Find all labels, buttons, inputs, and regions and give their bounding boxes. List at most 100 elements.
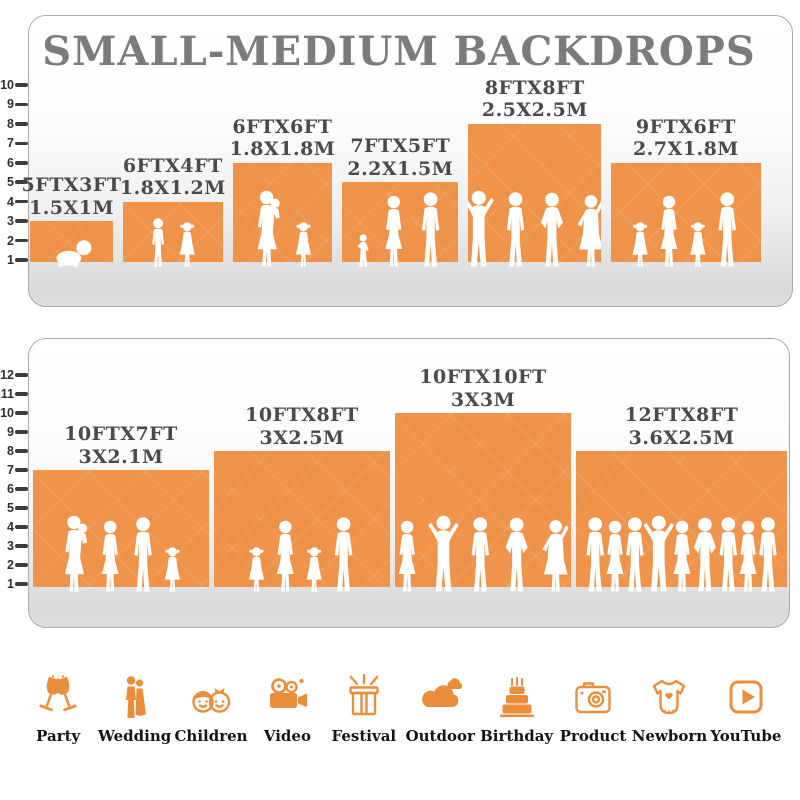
ruler-number: 4 <box>7 520 14 534</box>
ruler-tick <box>15 219 28 223</box>
ruler-tick <box>15 122 28 126</box>
people-silhouettes <box>357 192 440 267</box>
ruler-number: 5 <box>7 501 14 515</box>
ruler-tick <box>15 582 28 586</box>
bar-size-label: 9FTX6FT 2.7X1.8M <box>576 116 796 161</box>
size-meters-label: 3X2.5M <box>259 426 345 449</box>
size-bar <box>123 201 223 262</box>
size-bar <box>33 470 209 587</box>
ruler-number: 5 <box>7 175 14 190</box>
people-silhouettes <box>586 515 777 592</box>
ruler-tick <box>15 258 28 262</box>
ruler-tick <box>15 525 28 529</box>
category-label: Children <box>174 727 248 745</box>
category-outdoor: Outdoor <box>402 668 478 745</box>
size-meters-label: 2.2X1.5M <box>347 157 454 180</box>
category-children: Children <box>173 668 249 745</box>
size-feet-label: 6FTX6FT <box>232 115 333 138</box>
size-meters-label: 2.7X1.8M <box>632 138 739 161</box>
size-bar <box>468 123 602 262</box>
size-feet-label: 6FTX4FT <box>122 154 223 177</box>
people-silhouettes <box>64 515 181 592</box>
category-label: Newborn <box>631 727 708 745</box>
bar-size-label: 10FTX7FT 3X2.1M <box>11 423 231 468</box>
ruler-number: 1 <box>7 253 14 267</box>
ruler-tick <box>15 430 28 434</box>
ruler-number: 10 <box>0 406 14 420</box>
bar-size-label: 12FTX8FT 3.6X2.5M <box>572 404 792 449</box>
ruler-tick <box>15 544 28 548</box>
size-meters-label: 1.5X1M <box>28 196 115 219</box>
birthday-icon <box>493 668 541 720</box>
size-feet-label: 10FTX7FT <box>64 423 178 445</box>
size-meters-label: 2.5X2.5M <box>481 99 588 122</box>
ruler-number: 8 <box>7 444 14 458</box>
party-icon <box>34 668 82 720</box>
category-label: Wedding <box>97 727 172 745</box>
ruler-number: 11 <box>0 387 14 401</box>
ruler-tick <box>15 487 28 491</box>
product-icon <box>569 668 617 720</box>
youtube-icon <box>722 668 770 720</box>
size-meters-label: 1.8X1.2M <box>119 177 226 200</box>
category-label: Party <box>36 727 81 745</box>
ruler-tick <box>15 238 28 243</box>
ruler-tick <box>15 199 28 204</box>
category-label: Outdoor <box>405 727 475 745</box>
ruler-number: 7 <box>7 136 14 151</box>
bar-size-label: 10FTX8FT 3X2.5M <box>192 404 412 449</box>
size-meters-label: 1.8X1.8M <box>229 138 336 161</box>
wedding-icon <box>111 668 159 720</box>
ruler-tick <box>15 102 28 107</box>
category-festival: Festival <box>326 668 402 745</box>
ruler-number: 6 <box>7 482 14 496</box>
ruler-number: 10 <box>0 78 14 93</box>
ruler-number: 8 <box>7 116 14 131</box>
category-party: Party <box>20 668 96 745</box>
ruler-number: 4 <box>7 194 14 209</box>
video-icon <box>263 668 311 720</box>
ruler-tick <box>15 563 28 567</box>
size-bar <box>214 451 390 587</box>
ruler-tick <box>15 506 28 510</box>
ruler-number: 9 <box>7 425 14 439</box>
category-label: Video <box>263 727 311 745</box>
ruler-tick <box>15 468 28 472</box>
outdoor-icon <box>416 668 464 720</box>
category-label: YouTube <box>710 727 782 745</box>
ruler-tick <box>15 411 28 415</box>
category-birthday: Birthday <box>478 668 554 745</box>
newborn-icon <box>645 668 693 720</box>
category-label: Festival <box>331 727 397 745</box>
ruler-tick <box>15 141 28 146</box>
ruler-tick <box>15 392 28 396</box>
size-feet-label: 10FTX10FT <box>419 366 547 388</box>
ruler-tick <box>15 180 28 185</box>
ruler-number: 1 <box>7 577 14 591</box>
size-feet-label: 10FTX8FT <box>245 404 359 426</box>
bar-size-label: 10FTX10FT 3X3M <box>373 366 593 411</box>
bar-size-label: 5FTX3FT 1.5X1M <box>0 174 182 219</box>
ruler-number: 6 <box>7 155 14 170</box>
ruler-number: 3 <box>7 214 14 229</box>
category-row: Party Wedding <box>20 668 784 745</box>
ruler-tick <box>15 161 28 165</box>
size-meters-label: 3.6X2.5M <box>628 426 735 449</box>
category-youtube: YouTube <box>708 668 784 745</box>
page-title: SMALL-MEDIUM BACKDROPS <box>42 28 756 75</box>
category-wedding: Wedding <box>96 668 172 745</box>
ruler-tick <box>15 449 28 453</box>
ruler-tick <box>15 83 28 87</box>
ruler-tick <box>15 373 28 377</box>
size-bar <box>395 413 571 587</box>
bar-size-label: 6FTX6FT 1.8X1.8M <box>172 116 392 161</box>
people-silhouettes <box>248 517 353 592</box>
people-silhouettes <box>398 515 569 592</box>
size-bar <box>232 162 333 262</box>
ruler-number: 3 <box>7 539 14 553</box>
category-label: Product <box>559 727 627 745</box>
size-feet-label: 7FTX5FT <box>350 135 451 158</box>
size-feet-label: 12FTX8FT <box>624 404 739 426</box>
bar-size-label: 6FTX4FT 1.8X1.2M <box>63 155 283 200</box>
